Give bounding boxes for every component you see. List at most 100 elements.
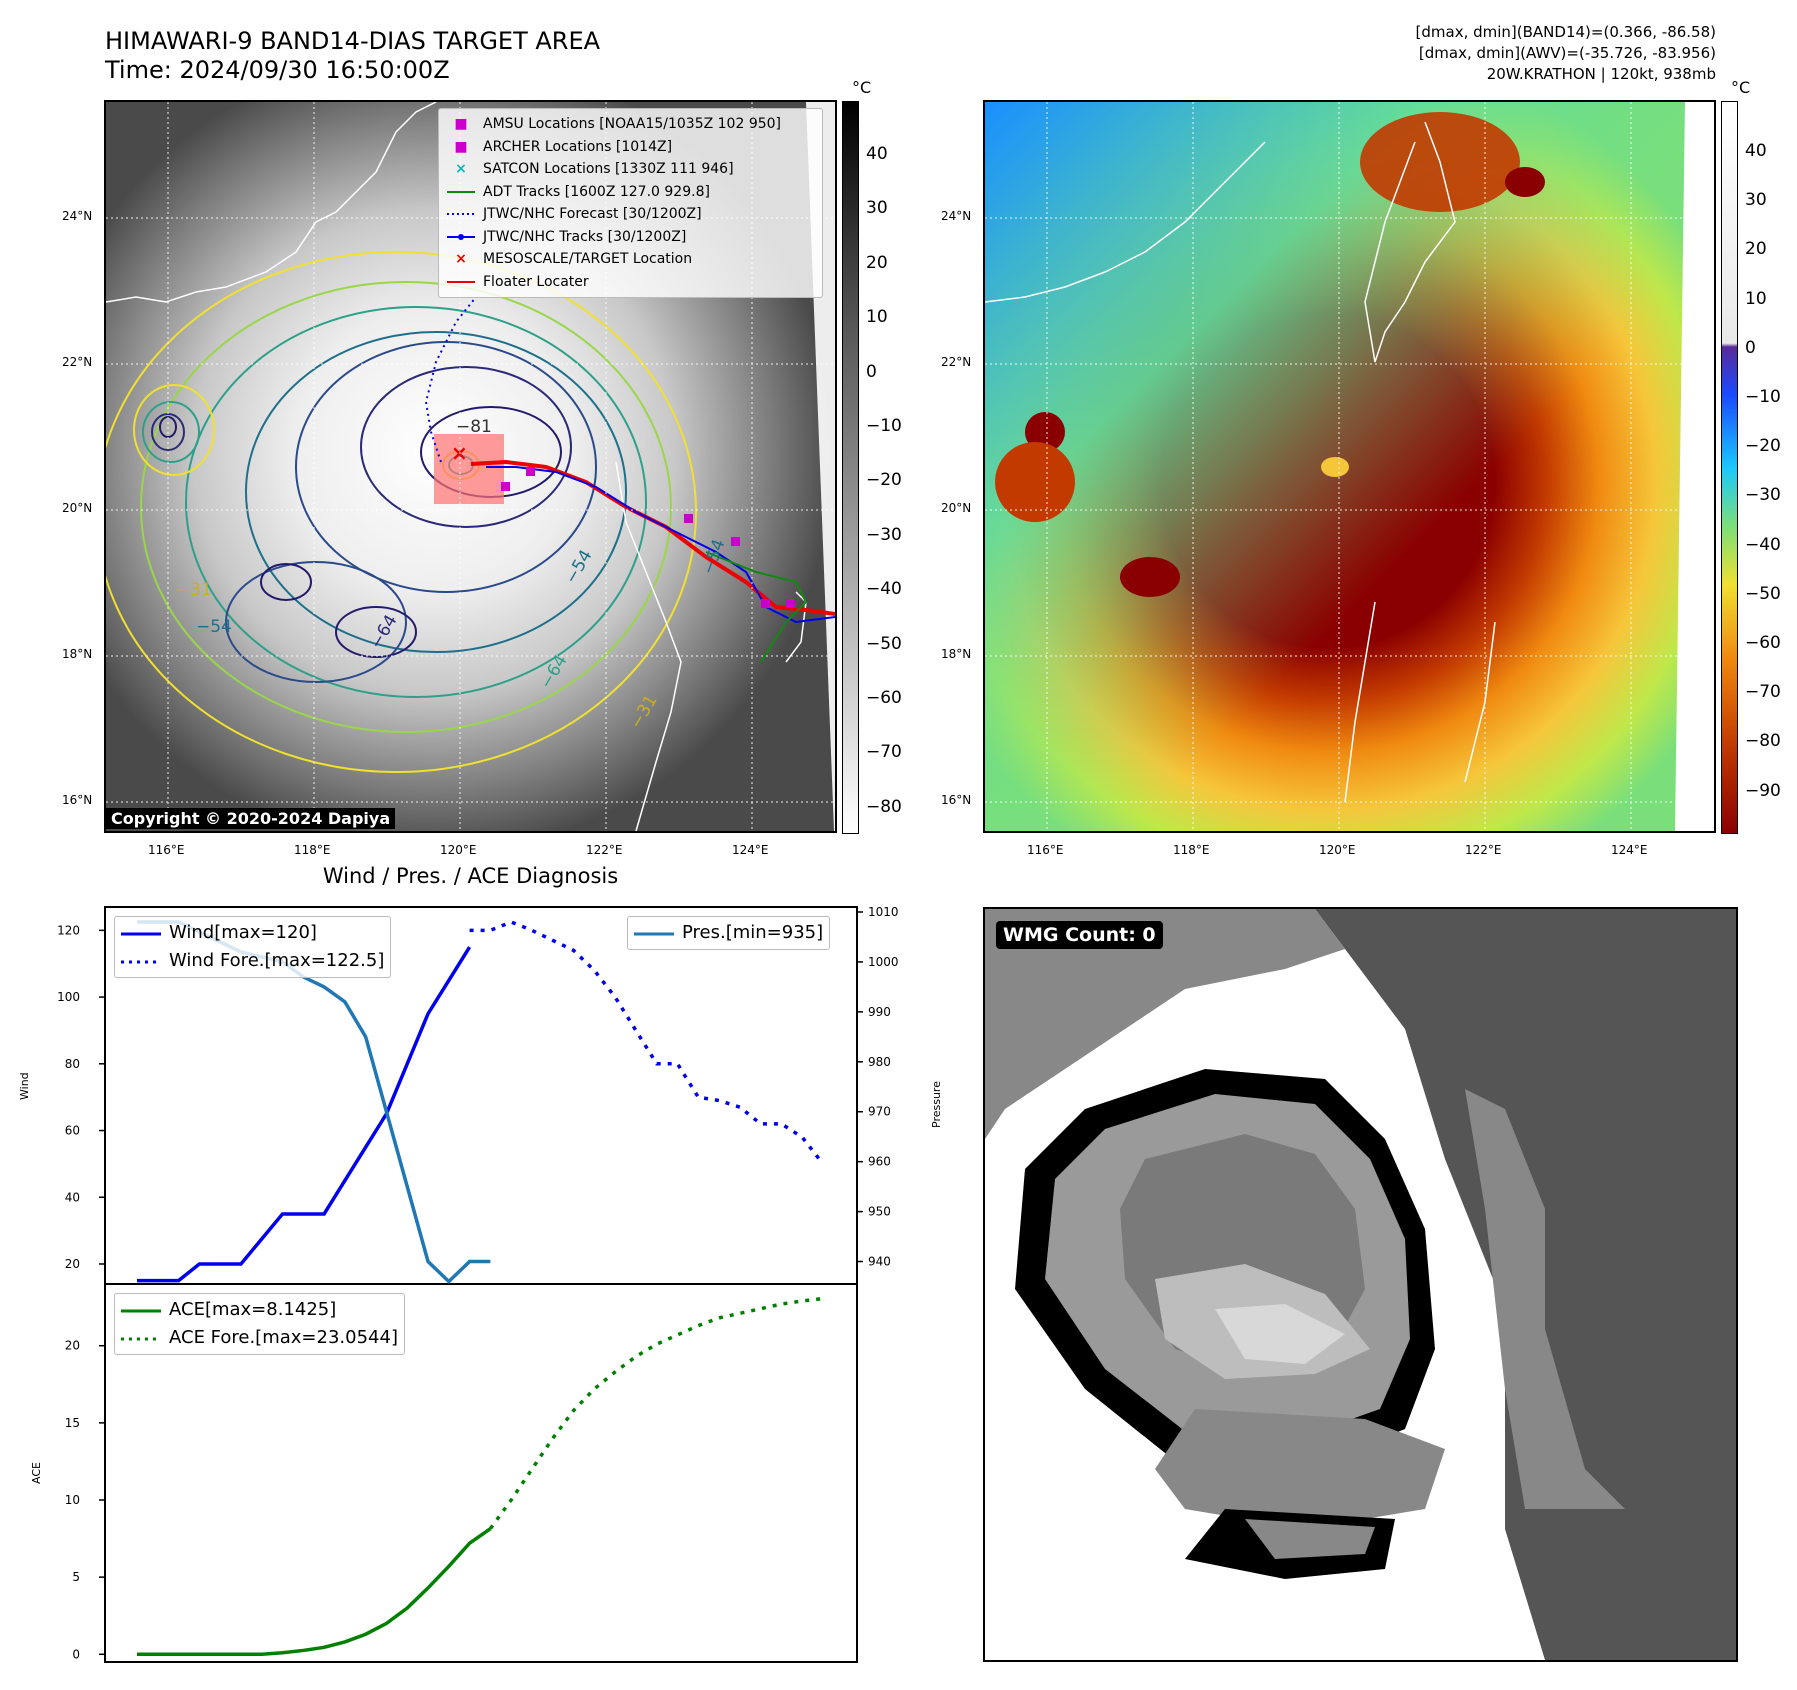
- copyright-notice: Copyright © 2020-2024 Dapiya: [106, 808, 396, 829]
- solid-line-icon: [634, 919, 674, 947]
- wind-tick-label: 20: [65, 1257, 80, 1271]
- colorbar-tick-label: −20: [866, 470, 902, 491]
- legend-entry: ACE Fore.[max=23.0544]: [121, 1324, 398, 1352]
- ace-tick-label: 5: [72, 1570, 80, 1584]
- pressure-tick-label: 1000: [868, 955, 899, 969]
- legend-label: ACE Fore.[max=23.0544]: [169, 1327, 398, 1348]
- colorbar-tick-label: 0: [866, 361, 877, 382]
- colorbar-tick-label: −20: [1745, 436, 1781, 457]
- wind-axis-label: Wind: [18, 1072, 31, 1100]
- colorbar-tick-label: −30: [866, 524, 902, 545]
- colorbar-tick-label: 10: [866, 307, 888, 328]
- lat-label: 24°N: [941, 209, 972, 223]
- colorbar-tick-label: −80: [1745, 731, 1781, 752]
- lon-label: 116°E: [148, 843, 185, 857]
- colorbar-tick-label: 30: [1745, 190, 1767, 211]
- colorbar-tick-label: −70: [866, 742, 902, 763]
- legend-label: MESOSCALE/TARGET Location: [483, 251, 693, 267]
- colorbar-tick-label: 30: [866, 198, 888, 219]
- legend-label: Floater Locater: [483, 273, 589, 290]
- lat-label: 18°N: [62, 647, 93, 661]
- legend-label: Pres.[min=935]: [682, 922, 824, 943]
- ace-tick-label: 10: [65, 1493, 80, 1507]
- lon-label: 124°E: [1611, 843, 1648, 857]
- contour-label: −31: [176, 580, 212, 600]
- diagnosis-title: Wind / Pres. / ACE Diagnosis: [322, 864, 619, 888]
- square-marker-icon: ■: [454, 116, 468, 132]
- colorbar-tick-label: −90: [1745, 780, 1781, 801]
- lat-label: 18°N: [941, 647, 972, 661]
- wind-tick-label: 40: [65, 1190, 80, 1204]
- pressure-tick-label: 1010: [868, 905, 899, 919]
- colorbar-tick-label: −60: [1745, 633, 1781, 653]
- chart-title: HIMAWARI-9 BAND14-DIAS TARGET AREA: [105, 27, 601, 55]
- solid-line-icon: [121, 919, 161, 947]
- contour-label: −81: [456, 417, 492, 437]
- legend-label: Wind[max=120]: [169, 922, 317, 943]
- colorbar-tick-label: −10: [866, 416, 902, 436]
- solid-line-icon: [447, 181, 475, 204]
- series-line-ace: [137, 1527, 492, 1657]
- legend-entry: ADT Tracks [1600Z 127.0 929.8]: [447, 181, 814, 204]
- dot-line-icon: [447, 226, 475, 249]
- legend-label: Wind Fore.[max=122.5]: [169, 950, 385, 971]
- dotted-line-icon: [121, 947, 161, 975]
- wind-tick-label: 80: [65, 1057, 80, 1071]
- pressure-tick-label: 970: [868, 1105, 891, 1119]
- legend-entry: × SATCON Locations [1330Z 111 946]: [447, 158, 814, 181]
- colorbar-unit: °C: [852, 78, 872, 97]
- lon-label: 120°E: [1319, 843, 1356, 857]
- lon-label: 124°E: [732, 843, 769, 857]
- pressure-tick-label: 940: [868, 1255, 891, 1269]
- lon-label: 118°E: [294, 843, 331, 857]
- colorbar-tick-label: −30: [1745, 485, 1781, 506]
- legend-label: JTWC/NHC Tracks [30/1200Z]: [483, 228, 687, 245]
- legend-label: ARCHER Locations [1014Z]: [483, 138, 673, 155]
- band14-color-map: [983, 100, 1716, 833]
- colorbar-tick-label: −50: [1745, 583, 1781, 604]
- wmg-panel: WMG Count: 0: [983, 907, 1738, 1662]
- info-awv: [dmax, dmin](AWV)=(-35.726, -83.956): [1418, 44, 1716, 62]
- ace-tick-label: 15: [65, 1416, 80, 1430]
- legend-entry: ACE[max=8.1425]: [121, 1296, 398, 1324]
- legend-entry: Pres.[min=935]: [634, 919, 823, 947]
- color-colorbar: [1721, 101, 1738, 834]
- wind-tick-label: 60: [65, 1124, 80, 1138]
- colorbar-tick-label: 20: [1745, 239, 1767, 260]
- x-marker-icon: ×: [455, 161, 467, 177]
- series-line-wind: [137, 946, 472, 1283]
- ace-legend: ACE[max=8.1425] ACE Fore.[max=23.0544]: [114, 1293, 405, 1355]
- x-marker-icon: ×: [455, 251, 467, 267]
- ace-tick-label: 20: [65, 1339, 80, 1353]
- lat-label: 20°N: [62, 501, 93, 515]
- colorbar-tick-label: −10: [1745, 387, 1781, 407]
- lat-label: 22°N: [941, 355, 972, 369]
- wmg-count-badge: WMG Count: 0: [996, 921, 1163, 949]
- legend-entry: JTWC/NHC Tracks [30/1200Z]: [447, 226, 814, 249]
- pressure-legend: Pres.[min=935]: [627, 916, 831, 950]
- solid-line-icon: [121, 1296, 161, 1324]
- wind-tick-label: 100: [57, 990, 80, 1004]
- lon-label: 120°E: [440, 843, 477, 857]
- pressure-tick-label: 990: [868, 1005, 891, 1019]
- pressure-axis-label: Pressure: [930, 1081, 943, 1128]
- lat-label: 24°N: [62, 209, 93, 223]
- lat-label: 16°N: [62, 793, 93, 807]
- legend-label: AMSU Locations [NOAA15/1035Z 102 950]: [483, 116, 782, 132]
- wind-tick-label: 120: [57, 923, 80, 937]
- ace-tick-label: 0: [72, 1647, 80, 1661]
- colorbar-tick-label: −60: [866, 688, 902, 708]
- grayscale-colorbar: [842, 101, 859, 834]
- contour-label: −54: [196, 617, 232, 637]
- lon-label: 116°E: [1027, 843, 1064, 857]
- pressure-tick-label: 980: [868, 1055, 891, 1069]
- info-band14: [dmax, dmin](BAND14)=(0.366, -86.58): [1415, 23, 1716, 41]
- legend-label: SATCON Locations [1330Z 111 946]: [483, 161, 734, 177]
- pressure-tick-label: 950: [868, 1205, 891, 1219]
- colorbar-tick-label: 10: [1745, 288, 1767, 309]
- lat-label: 16°N: [941, 793, 972, 807]
- colorbar-unit: °C: [1731, 78, 1751, 97]
- ir-contour-map: × −81 −64 −54 −31 −54 −64 −54 −31 ■ AMSU …: [104, 100, 837, 833]
- colorbar-tick-label: 20: [866, 252, 888, 273]
- lat-label: 22°N: [62, 355, 93, 369]
